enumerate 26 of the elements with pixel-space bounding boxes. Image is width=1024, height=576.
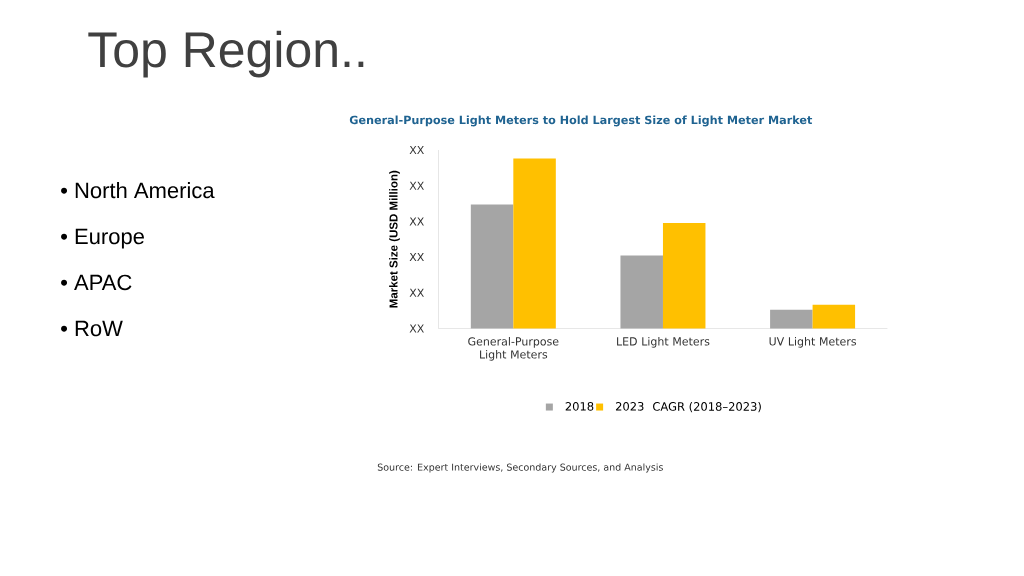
- source-note: Source: Expert Interviews, Secondary Sources, and Analysis: [377, 463, 663, 473]
- bar: [513, 158, 556, 329]
- text: XX: [409, 324, 424, 333]
- legend-label: 2018: [565, 402, 594, 411]
- text: XX: [409, 217, 424, 226]
- text: XX: [409, 288, 424, 297]
- bar: [662, 223, 706, 329]
- text: XX: [409, 253, 424, 262]
- chart-title: General-Purpose Light Meters to Hold Largest Size of Light Meter Market: [349, 115, 813, 127]
- text: CAGR (2018–2023): [653, 401, 761, 413]
- bar: [812, 304, 856, 329]
- x-tick-label: LED Light Meters: [617, 337, 710, 348]
- bar: [770, 309, 813, 329]
- text: XX: [409, 145, 424, 154]
- y-axis-title: Market Size (USD Million): [389, 170, 400, 308]
- x-tick-label: UV Light Meters: [769, 337, 857, 348]
- text: Top Region..: [88, 30, 364, 78]
- legend-label: 2023: [615, 402, 644, 411]
- text: • APAC: [61, 274, 132, 291]
- text: • RoW: [61, 320, 123, 337]
- bar: [470, 204, 514, 329]
- text: XX: [409, 181, 424, 190]
- x-tick-label: General-Purpose Light Meters: [468, 337, 559, 361]
- text: • Europe: [61, 228, 144, 249]
- bar: [620, 255, 663, 329]
- text: • North America: [61, 182, 215, 199]
